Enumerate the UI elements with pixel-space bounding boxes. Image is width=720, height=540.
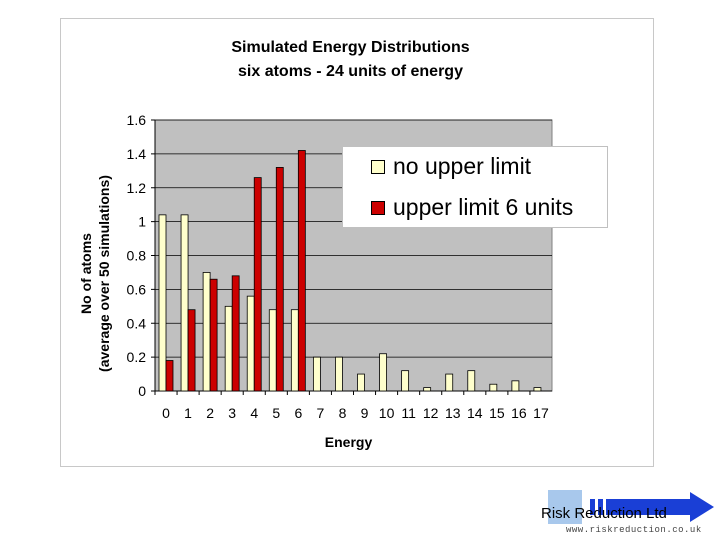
bar-upper-limit xyxy=(187,309,196,392)
x-tick-label: 8 xyxy=(339,405,347,421)
legend-label-no-upper-limit: no upper limit xyxy=(393,153,532,179)
x-tick-label: 10 xyxy=(379,405,395,421)
bar-no-upper-limit xyxy=(533,387,542,392)
legend-item-no-upper-limit: no upper limit xyxy=(371,153,531,180)
x-axis-label: Energy xyxy=(325,434,373,450)
x-tick-label: 9 xyxy=(361,405,369,421)
bar-no-upper-limit xyxy=(401,370,410,392)
bar-no-upper-limit xyxy=(312,356,321,392)
x-tick-label: 14 xyxy=(467,405,483,421)
legend: no upper limit upper limit 6 units xyxy=(342,146,608,228)
bar-upper-limit xyxy=(275,167,284,392)
bar-no-upper-limit xyxy=(335,356,343,392)
logo-url: www.riskreduction.co.uk xyxy=(566,525,702,535)
bar-no-upper-limit xyxy=(511,380,520,392)
x-tick-label: 15 xyxy=(489,405,505,421)
legend-swatch-upper-limit xyxy=(371,200,385,215)
x-tick-label: 5 xyxy=(272,405,280,421)
y-tick-label: 1.6 xyxy=(127,112,147,128)
chart-subtitle: six atoms - 24 units of energy xyxy=(238,63,463,80)
bar-no-upper-limit xyxy=(467,370,476,392)
bar-upper-limit xyxy=(209,278,218,392)
bar-no-upper-limit xyxy=(268,309,277,392)
bar-no-upper-limit xyxy=(246,295,255,392)
legend-swatch-no-upper-limit xyxy=(371,159,385,174)
x-tick-label: 4 xyxy=(250,405,258,421)
bar-no-upper-limit xyxy=(290,309,299,392)
x-tick-label: 1 xyxy=(184,405,192,421)
x-tick-label: 6 xyxy=(294,405,302,421)
logo-square-icon xyxy=(548,490,582,524)
y-tick-label: 0.2 xyxy=(127,349,147,365)
next-arrow-icon[interactable] xyxy=(590,492,720,522)
bar-upper-limit xyxy=(165,360,174,392)
x-tick-label: 2 xyxy=(206,405,214,421)
y-tick-label: 0.6 xyxy=(127,281,147,297)
bar-no-upper-limit xyxy=(224,305,233,392)
bar-upper-limit xyxy=(231,275,240,392)
y-axis-label-line1: No of atoms xyxy=(78,233,94,314)
x-tick-label: 3 xyxy=(228,405,236,421)
y-tick-label: 1 xyxy=(138,214,146,230)
x-tick-label: 16 xyxy=(511,405,527,421)
y-tick-label: 0.4 xyxy=(127,315,147,331)
x-tick-label: 13 xyxy=(445,405,461,421)
bar-no-upper-limit xyxy=(202,272,211,392)
bar-no-upper-limit xyxy=(158,214,167,392)
y-tick-label: 1.4 xyxy=(127,146,147,162)
legend-item-upper-limit: upper limit 6 units xyxy=(371,194,573,221)
y-tick-label: 1.2 xyxy=(127,180,147,196)
bar-no-upper-limit xyxy=(357,373,365,392)
x-tick-label: 17 xyxy=(533,405,549,421)
logo-company-name: Risk Reduction Ltd xyxy=(541,505,667,522)
bar-no-upper-limit xyxy=(445,373,454,392)
bar-upper-limit xyxy=(297,150,306,392)
bar-upper-limit xyxy=(253,177,262,392)
y-tick-label: 0.8 xyxy=(127,248,147,264)
y-axis-label-line2: (average over 50 simulations) xyxy=(96,175,112,372)
x-tick-label: 0 xyxy=(162,405,170,421)
x-tick-label: 11 xyxy=(401,405,416,421)
company-logo: Risk Reduction Ltd www.riskreduction.co.… xyxy=(540,484,720,540)
bar-no-upper-limit xyxy=(489,383,498,392)
chart-frame: Simulated Energy Distributions six atoms … xyxy=(60,18,654,467)
x-tick-label: 7 xyxy=(317,405,325,421)
bar-no-upper-limit xyxy=(379,353,387,392)
bar-no-upper-limit xyxy=(423,387,432,392)
x-tick-label: 12 xyxy=(423,405,439,421)
legend-label-upper-limit: upper limit 6 units xyxy=(393,194,574,220)
chart-title: Simulated Energy Distributions xyxy=(231,39,469,56)
y-tick-label: 0 xyxy=(138,383,146,399)
bar-no-upper-limit xyxy=(180,214,189,392)
chart-svg: Simulated Energy Distributions six atoms … xyxy=(78,39,553,450)
